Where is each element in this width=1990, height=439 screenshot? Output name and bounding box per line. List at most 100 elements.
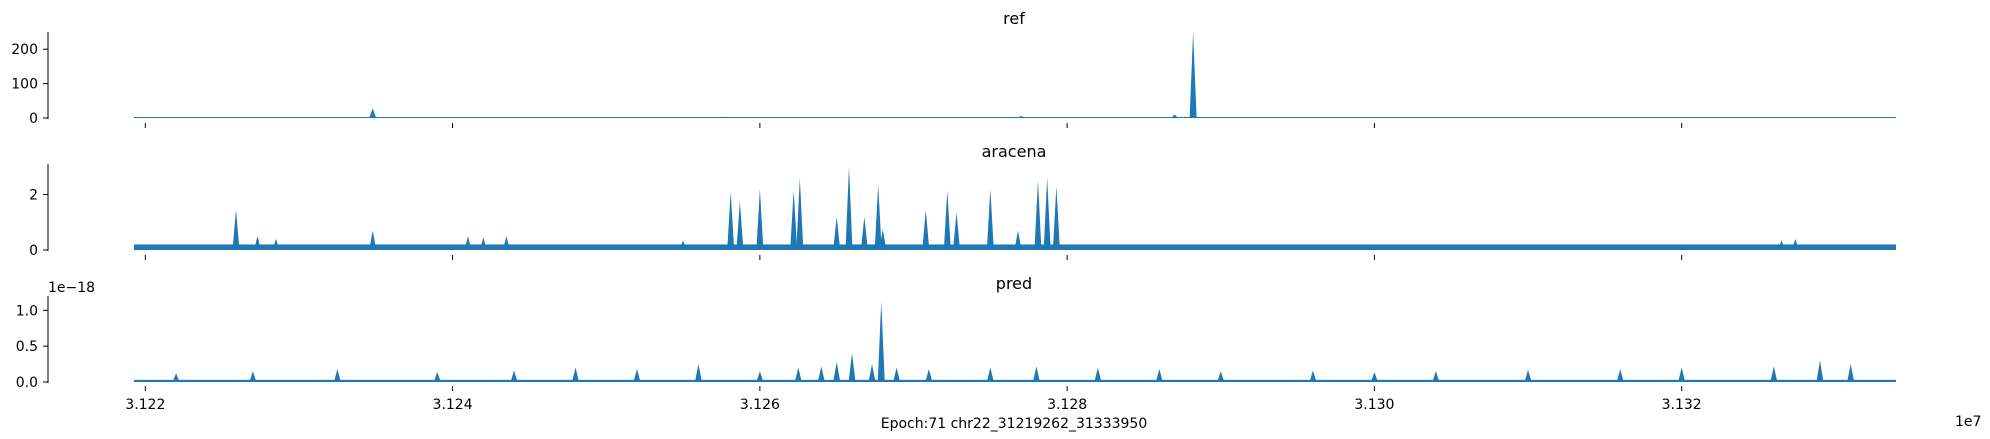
peak-mark [1616,369,1624,382]
peak-mark [1189,32,1197,118]
panel-ref: ref 0 100 200 [11,9,1896,128]
peak-mark [1370,371,1378,382]
peak-mark [1155,369,1163,382]
peak-mark [172,373,180,382]
peak-mark [953,212,961,250]
peak-mark [1217,371,1225,382]
peak-mark [1203,116,1211,118]
panel-aracena: aracena 0 2 [29,142,1896,260]
peak-mark [502,236,510,250]
peak-mark [333,369,341,382]
peak-mark [1816,117,1824,118]
y-tick-label: 100 [11,77,38,93]
panel-pred: pred 1e−18 0.0 0.5 1.0 [16,274,1896,391]
peak-mark [925,369,933,382]
x-tick-label: 3.132 [1662,397,1702,413]
y-tick-label: 0.0 [16,375,38,391]
panel-title-aracena: aracena [982,142,1047,161]
peak-mark [1052,186,1060,250]
peak-mark [1309,370,1317,382]
x-tick-label: 3.124 [433,397,473,413]
x-axis-label: Epoch:71 chr22_31219262_31333950 [881,416,1148,432]
peak-mark [943,190,951,250]
peak-mark [790,190,798,250]
peak-mark [756,188,764,250]
peak-mark [845,117,853,118]
peak-mark [1014,230,1022,250]
peak-mark [741,116,749,118]
peak-mark [833,216,841,250]
peak-mark [1094,367,1102,382]
peak-mark [572,367,580,382]
peak-mark [479,237,487,250]
peak-mark [1017,115,1025,118]
peak-mark [874,184,882,250]
peak-mark [1432,371,1440,382]
peak-mark [249,371,257,382]
peak-mark [736,201,744,250]
peak-mark [1778,240,1786,250]
peak-mark [232,209,240,250]
y-tick-label: 0 [29,243,38,259]
peak-mark [510,370,518,382]
peak-mark [1524,369,1532,382]
peak-mark [1171,114,1179,118]
peak-mark [694,364,702,382]
peak-mark [721,116,729,118]
peak-mark [893,367,901,382]
peak-mark [793,117,801,118]
peak-mark [848,353,856,382]
x-offset-label: 1e7 [1955,414,1981,430]
peak-mark [702,116,710,118]
peak-mark [369,108,377,118]
peak-mark [1055,117,1063,118]
peak-mark [464,236,472,250]
y-tick-label: 2 [29,188,38,204]
peak-mark [433,371,441,382]
y-tick-label: 0 [29,111,38,127]
peak-mark [1791,238,1799,250]
peak-mark [817,366,825,382]
panel-title-pred: pred [996,274,1032,293]
peak-mark [1678,367,1686,382]
peak-mark [796,177,804,250]
x-tick-label: 3.130 [1354,397,1394,413]
peak-mark [756,371,764,382]
panel-title-ref: ref [1003,9,1025,28]
y-offset-label: 1e−18 [48,280,95,296]
peak-mark [1034,180,1042,250]
peak-mark [679,240,687,250]
peak-mark [877,301,885,382]
peak-mark [1043,177,1051,250]
peak-mark [727,191,735,250]
peak-mark [794,367,802,382]
peak-mark [1770,366,1778,382]
noise-band [134,379,1896,382]
peak-mark [833,361,841,382]
peak-mark [879,229,887,250]
peak-mark [868,364,876,382]
x-tick-label: 3.128 [1047,397,1087,413]
peak-mark [948,116,956,118]
y-tick-label: 0.5 [16,339,38,355]
noise-band [134,117,1896,118]
peak-mark [1032,366,1040,382]
peak-mark [369,230,377,250]
peak-mark [986,367,994,382]
peak-mark [253,236,261,250]
peak-mark [229,117,237,118]
peak-mark [1816,360,1824,382]
peak-mark [845,166,853,250]
y-tick-label: 1.0 [16,303,38,319]
peak-mark [272,238,280,250]
x-axis: 3.122 3.124 3.126 3.128 3.130 3.132 [125,397,1701,413]
peak-mark [922,209,930,250]
peak-mark [860,216,868,250]
y-tick-label: 200 [11,42,38,58]
peak-mark [633,369,641,382]
peak-mark [986,188,994,250]
x-tick-label: 3.122 [125,397,165,413]
x-tick-label: 3.126 [740,397,780,413]
peak-mark [1785,117,1793,118]
